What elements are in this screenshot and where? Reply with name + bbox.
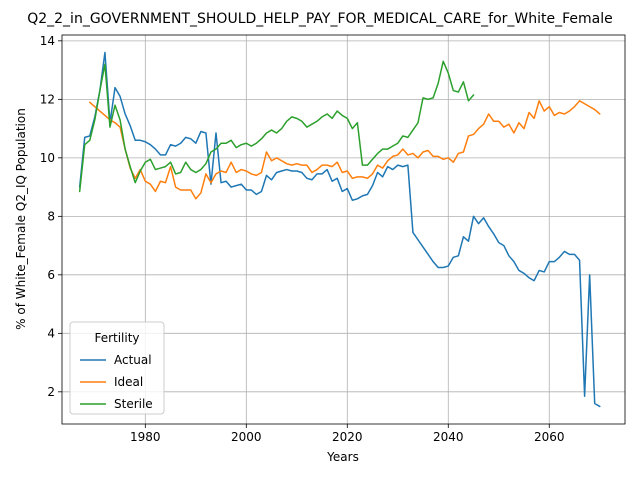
- y-tick-label: 2: [47, 385, 55, 399]
- x-axis-label: Years: [326, 450, 359, 464]
- y-axis-label: % of White_Female Q2_IQ Population: [14, 108, 28, 330]
- y-tick-label: 10: [40, 151, 55, 165]
- legend-label-actual: Actual: [114, 353, 152, 367]
- y-tick-label: 6: [47, 268, 55, 282]
- legend-label-ideal: Ideal: [114, 375, 143, 389]
- x-tick-label: 2060: [534, 430, 565, 444]
- y-tick-label: 4: [47, 326, 55, 340]
- y-tick-label: 12: [40, 92, 55, 106]
- x-tick-label: 1980: [130, 430, 161, 444]
- y-tick-label: 14: [40, 34, 55, 48]
- series-lines: [78, 51, 601, 408]
- series-line-ideal: [89, 100, 601, 200]
- chart-title: Q2_2_in_GOVERNMENT_SHOULD_HELP_PAY_FOR_M…: [27, 11, 613, 27]
- series-line-actual: [78, 51, 601, 408]
- plot-area: [61, 34, 626, 425]
- legend-entries: Actual Ideal Sterile: [80, 353, 153, 411]
- x-tick-label: 2000: [231, 430, 262, 444]
- legend-title: Fertility: [94, 331, 139, 345]
- x-tick-label: 2040: [433, 430, 464, 444]
- legend: Fertility Actual Ideal Sterile: [69, 321, 165, 415]
- y-tick-label: 8: [47, 209, 55, 223]
- series-line-sterile: [78, 60, 475, 193]
- legend-label-sterile: Sterile: [114, 397, 153, 411]
- x-tick-label: 2020: [332, 430, 363, 444]
- legend-box: [69, 321, 165, 415]
- axis-ticks: 1980 2000 2020 2040 2060 2 4 6 8 10 12 14: [40, 34, 565, 444]
